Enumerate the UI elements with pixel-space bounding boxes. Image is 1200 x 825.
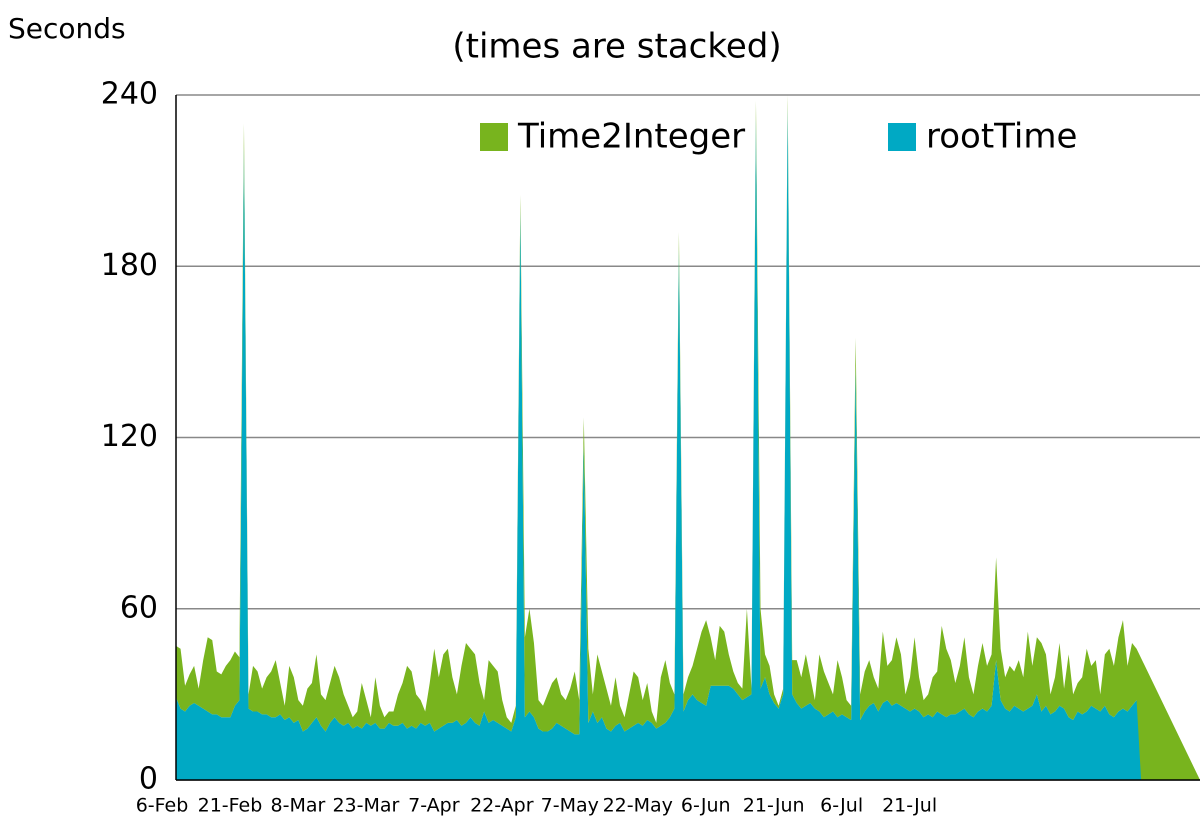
area <box>176 106 1200 781</box>
area <box>176 95 1200 780</box>
x-tick-label: 21-Jul <box>882 795 937 817</box>
y-tick-label: 240 <box>101 77 158 112</box>
legend-label: Time2Integer <box>517 117 745 157</box>
x-tick-label: 22-Apr <box>470 795 534 817</box>
x-tick-label: 7-May <box>541 795 599 817</box>
x-tick-label: 6-Jul <box>820 795 863 817</box>
x-tick-label: 22-May <box>603 795 673 817</box>
x-tick-label: 7-Apr <box>408 795 460 817</box>
y-tick-label: 120 <box>101 419 158 454</box>
x-tick-label: 6-Feb <box>136 795 189 817</box>
chart-title: (times are stacked) <box>452 27 781 67</box>
x-tick-label: 23-Mar <box>332 795 399 817</box>
x-tick-label: 8-Mar <box>271 795 326 817</box>
legend-label: rootTime <box>926 117 1077 157</box>
y-tick-label: 180 <box>101 248 158 283</box>
y-tick-label: 0 <box>139 762 158 797</box>
x-tick-label: 6-Jun <box>681 795 731 817</box>
x-tick-label: 21-Jun <box>743 795 805 817</box>
y-tick-label: 60 <box>120 590 158 625</box>
legend-swatch <box>888 123 916 151</box>
x-tick-label: 21-Feb <box>198 795 263 817</box>
legend-swatch <box>480 123 508 151</box>
y-axis-label: Seconds <box>8 12 126 45</box>
